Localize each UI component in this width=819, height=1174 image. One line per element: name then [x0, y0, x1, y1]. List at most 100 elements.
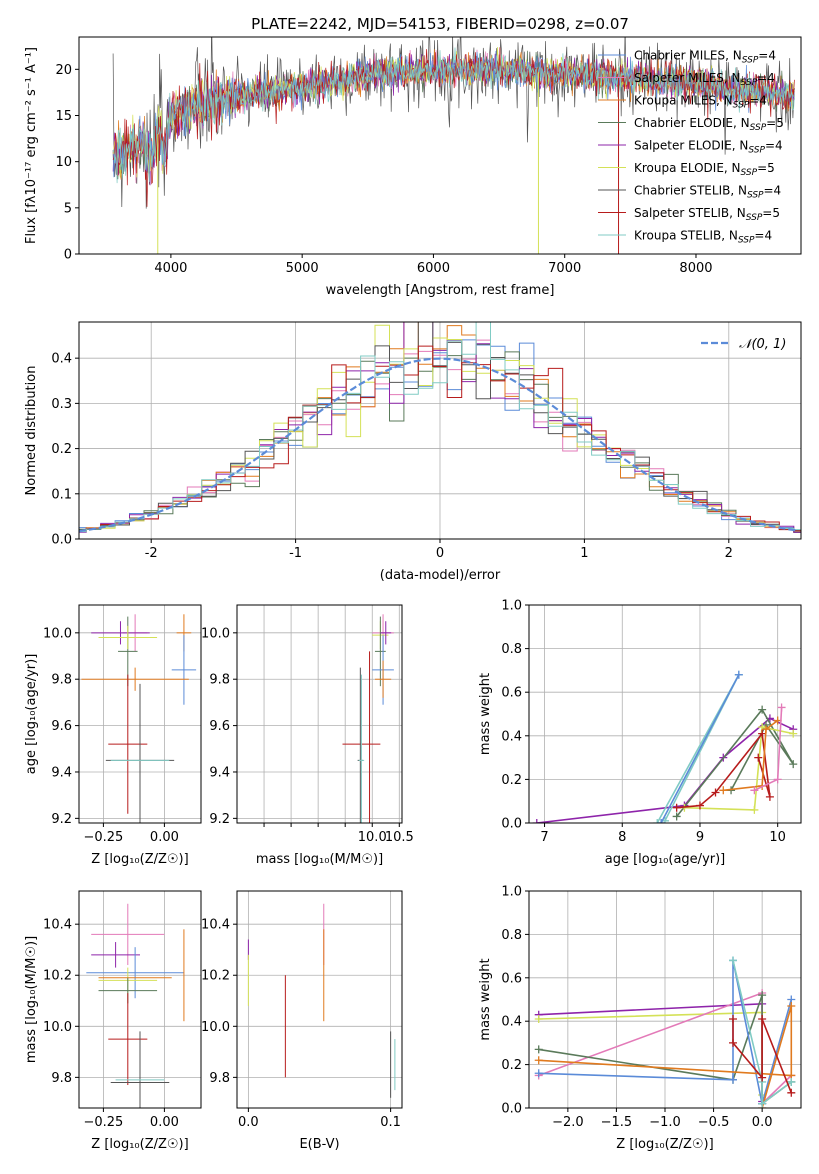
weight-marker: [695, 801, 704, 810]
x-axis-label: E(B-V): [299, 1137, 339, 1152]
legend-sub: SSP: [748, 146, 765, 156]
x-axis-label: wavelength [Angstrom, rest frame]: [326, 283, 555, 298]
plot-area: [79, 322, 801, 539]
axes-box: [528, 604, 802, 824]
legend-label: Kroupa STELIB, N: [634, 229, 738, 243]
y-tick-label: 10.2: [43, 969, 72, 984]
legend-entry: Kroupa STELIB, NSSP=4: [634, 229, 772, 246]
axes-box: [78, 36, 802, 255]
legend-tail: =4: [749, 94, 767, 108]
weight-marker: [773, 775, 782, 784]
spectrum-line-chabrier-miles: [112, 50, 795, 178]
x-tick-label: 0.0: [238, 1115, 259, 1130]
weight-marker: [787, 1088, 796, 1097]
weight-marker: [789, 760, 798, 769]
weight-marker: [758, 729, 767, 738]
y-tick-label: 1.0: [501, 885, 522, 900]
y-tick-label: 10.4: [201, 918, 230, 933]
x-tick-label: −1.0: [649, 1115, 681, 1130]
weight-marker: [729, 1038, 737, 1047]
x-tick-label: −0.5: [698, 1115, 730, 1130]
y-tick-label: 5: [64, 201, 72, 216]
axes-frame: −2.0 −1.5 −1.0 −0.5 0.0 0.0 0.2 0.4 0.6 0.8 1.0 Z […: [478, 885, 802, 1152]
plot-area: [79, 891, 201, 1108]
x-tick-label: 6000: [417, 261, 450, 276]
age-weight-panel: 7 8 9 10 0.0 0.2 0.4 0.6 0.8 1.0 age [log₁₀(age/yr…: [478, 599, 802, 867]
weight-marker: [762, 725, 771, 734]
y-tick-label: 9.8: [51, 1071, 72, 1086]
legend-tail: =5: [762, 206, 780, 220]
legend-tail: =4: [754, 229, 772, 243]
y-axis-label: mass weight: [478, 673, 493, 755]
y-tick-label: 0.3: [51, 397, 72, 412]
chart-title: PLATE=2242, MJD=54153, FIBERID=0298, z=0…: [251, 15, 629, 33]
x-tick-label: −0.25: [83, 830, 123, 845]
y-tick-label: 10.2: [201, 969, 230, 984]
x-tick-label: 8: [618, 830, 626, 845]
x-tick-label: 7: [540, 830, 548, 845]
legend-label: Chabrier ELODIE, N: [634, 116, 750, 130]
legend-entry: Salpeter STELIB, NSSP=5: [634, 206, 780, 223]
x-tick-label: 0.00: [150, 1115, 179, 1130]
x-tick-label: 7000: [548, 261, 581, 276]
spectrum-line-kroupa-stelib: [112, 47, 795, 184]
y-tick-label: 10.0: [43, 626, 72, 641]
y-tick-label: 10.0: [43, 1020, 72, 1035]
z-weight-panel: −2.0 −1.5 −1.0 −0.5 0.0 0.0 0.2 0.4 0.6 0.8 1.0 Z […: [478, 885, 802, 1152]
weight-line-kroupa-elodie: [538, 1011, 763, 1095]
x-tick-label: 5000: [286, 261, 319, 276]
weight-marker: [534, 1015, 543, 1024]
weight-marker: [534, 1069, 543, 1078]
y-tick-label: 0.4: [51, 352, 72, 367]
weight-marker: [758, 1099, 767, 1108]
legend-tail: =4: [758, 49, 776, 63]
histogram-kroupa-miles: [79, 322, 801, 533]
axes-frame: 7 8 9 10 0.0 0.2 0.4 0.6 0.8 1.0 age [log₁₀(age/yr…: [478, 599, 802, 867]
y-axis-label: mass [log₁₀(M/M☉)]: [24, 936, 39, 1063]
x-axis-label: mass [log₁₀(M/M☉)]: [256, 852, 383, 867]
x-tick-label: 0.1: [380, 1115, 401, 1130]
legend-entry: Chabrier MILES, NSSP=4: [634, 49, 776, 66]
weight-marker: [750, 805, 759, 814]
y-tick-label: 10: [55, 155, 72, 170]
plot-area: [237, 605, 402, 823]
weight-marker: [765, 792, 774, 801]
x-tick-label: 9: [696, 830, 704, 845]
y-tick-label: 9.8: [209, 1071, 230, 1086]
axes-box: [236, 604, 403, 824]
x-tick-label: 4000: [154, 261, 187, 276]
legend-entry: Chabrier STELIB, NSSP=4: [634, 184, 781, 201]
weight-line-kroupa-elodie: [684, 726, 794, 811]
legend-label: Chabrier MILES, N: [634, 49, 742, 63]
y-tick-label: 0.6: [501, 971, 522, 986]
legend-label: Chabrier STELIB, N: [634, 184, 747, 198]
x-tick-label: 10: [769, 830, 786, 845]
weight-marker: [789, 729, 798, 738]
weight-marker: [532, 819, 541, 823]
weight-marker: [734, 670, 743, 679]
weight-marker: [719, 786, 728, 795]
weight-marker: [534, 1056, 543, 1065]
legend-entry: Salpeter ELODIE, NSSP=4: [634, 139, 783, 156]
y-tick-label: 9.4: [209, 765, 230, 780]
weight-marker: [758, 705, 767, 714]
spectrum-line-salpeter-stelib: [112, 47, 795, 207]
normal-curve: [79, 357, 799, 533]
x-tick-label: −2.0: [552, 1115, 584, 1130]
y-tick-label: 9.4: [51, 765, 72, 780]
x-axis-label: Z [log₁₀(Z/Z☉)]: [91, 1137, 188, 1152]
weight-marker: [787, 1077, 796, 1086]
plot-area: [112, 37, 795, 254]
plot-area: [79, 605, 201, 823]
x-tick-label: 2: [725, 546, 733, 561]
z-age-panel: −0.25 0.00 9.2 9.4 9.6 9.8 10.0 Z [log₁₀(Z/Z☉)]…: [24, 604, 202, 867]
x-axis-label: Z [log₁₀(Z/Z☉)]: [91, 852, 188, 867]
legend-tail: =4: [765, 139, 783, 153]
weight-marker: [711, 788, 720, 797]
weight-marker: [729, 956, 737, 965]
y-tick-label: 0.0: [501, 1102, 522, 1117]
x-axis-label: age [log₁₀(age/yr)]: [605, 852, 726, 867]
